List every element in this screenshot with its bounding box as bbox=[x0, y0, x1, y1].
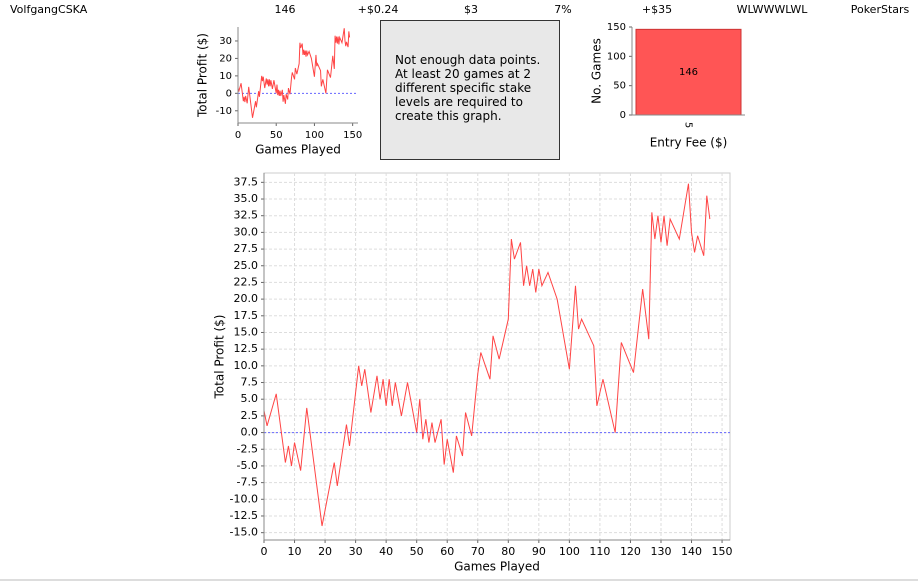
y-tick-label: -15.0 bbox=[230, 526, 258, 539]
y-axis-label: Total Profit ($) bbox=[196, 33, 210, 118]
row-cell: WLWWWLWL bbox=[737, 3, 809, 16]
message-box: Not enough data points. At least 20 game… bbox=[380, 20, 560, 160]
y-tick-label: -10.0 bbox=[230, 492, 258, 505]
x-axis-label: Games Played bbox=[255, 143, 341, 157]
x-axis-label: Games Played bbox=[454, 560, 540, 574]
y-tick-label: 25.0 bbox=[234, 259, 259, 272]
y-tick-label: 50 bbox=[613, 81, 626, 92]
y-tick-label: 17.5 bbox=[234, 309, 259, 322]
y-tick-label: -5.0 bbox=[237, 459, 258, 472]
plot-area bbox=[263, 172, 731, 541]
y-tick-label: -7.5 bbox=[237, 476, 258, 489]
x-tick-label: 110 bbox=[589, 545, 610, 558]
x-tick-label: 100 bbox=[559, 545, 580, 558]
x-tick-label: 5 bbox=[683, 122, 694, 128]
x-tick-label: 150 bbox=[712, 545, 733, 558]
y-tick-label: 0 bbox=[620, 110, 626, 121]
row-cell: +$0.24 bbox=[358, 3, 399, 16]
y-tick-label: 35.0 bbox=[234, 192, 259, 205]
y-tick-label: 32.5 bbox=[234, 209, 259, 222]
y-tick-label: 2.5 bbox=[241, 409, 259, 422]
y-tick-label: 27.5 bbox=[234, 242, 259, 255]
profit-line bbox=[263, 183, 711, 527]
x-tick-label: 30 bbox=[349, 545, 363, 558]
y-axis-label: No. Games bbox=[590, 38, 604, 104]
x-tick-label: 50 bbox=[410, 545, 424, 558]
y-axis-label: Total Profit ($) bbox=[213, 315, 227, 400]
plot-area bbox=[238, 27, 358, 123]
row-cell: 146 bbox=[275, 3, 296, 16]
x-tick-label: 20 bbox=[318, 545, 332, 558]
x-axis-label: Entry Fee ($) bbox=[650, 136, 728, 150]
row-cell: $3 bbox=[464, 3, 478, 16]
y-tick-label: 0 bbox=[226, 88, 232, 99]
y-tick-label: 15.0 bbox=[234, 325, 259, 338]
y-tick-label: 12.5 bbox=[234, 342, 259, 355]
x-tick-label: 0 bbox=[235, 130, 241, 141]
row-cell: +$35 bbox=[642, 3, 672, 16]
x-tick-label: 0 bbox=[261, 545, 268, 558]
row-cell: PokerStars bbox=[851, 3, 910, 16]
x-tick-label: 50 bbox=[270, 130, 283, 141]
x-tick-label: 120 bbox=[620, 545, 641, 558]
x-tick-label: 70 bbox=[471, 545, 485, 558]
row-cell: 7% bbox=[554, 3, 571, 16]
x-tick-label: 90 bbox=[532, 545, 546, 558]
y-tick-label: 7.5 bbox=[241, 376, 259, 389]
y-tick-label: 0.0 bbox=[241, 426, 259, 439]
x-tick-label: 130 bbox=[650, 545, 671, 558]
x-tick-label: 80 bbox=[501, 545, 515, 558]
y-tick-label: 10.0 bbox=[234, 359, 259, 372]
y-tick-label: 30.0 bbox=[234, 225, 259, 238]
y-tick-label: 150 bbox=[607, 22, 626, 33]
y-tick-label: 5.0 bbox=[241, 392, 259, 405]
y-tick-label: -2.5 bbox=[237, 442, 258, 455]
y-tick-label: -10 bbox=[216, 106, 232, 117]
y-tick-label: 10 bbox=[219, 71, 232, 82]
x-tick-label: 140 bbox=[681, 545, 702, 558]
row-cell: VolfgangCSKA bbox=[10, 3, 88, 16]
bar bbox=[635, 28, 742, 116]
y-tick-label: -12.5 bbox=[230, 509, 258, 522]
y-tick-label: 37.5 bbox=[234, 175, 259, 188]
y-tick-label: 20 bbox=[219, 53, 232, 64]
x-tick-label: 150 bbox=[343, 130, 362, 141]
y-tick-label: 22.5 bbox=[234, 275, 259, 288]
y-tick-label: 100 bbox=[607, 51, 626, 62]
x-tick-label: 100 bbox=[305, 130, 324, 141]
profit-line bbox=[237, 28, 351, 118]
x-tick-label: 40 bbox=[379, 545, 393, 558]
x-tick-label: 10 bbox=[288, 545, 302, 558]
y-tick-label: 30 bbox=[219, 36, 232, 47]
x-tick-label: 60 bbox=[440, 545, 454, 558]
bar-value-label: 146 bbox=[679, 67, 698, 78]
y-tick-label: 20.0 bbox=[234, 292, 259, 305]
